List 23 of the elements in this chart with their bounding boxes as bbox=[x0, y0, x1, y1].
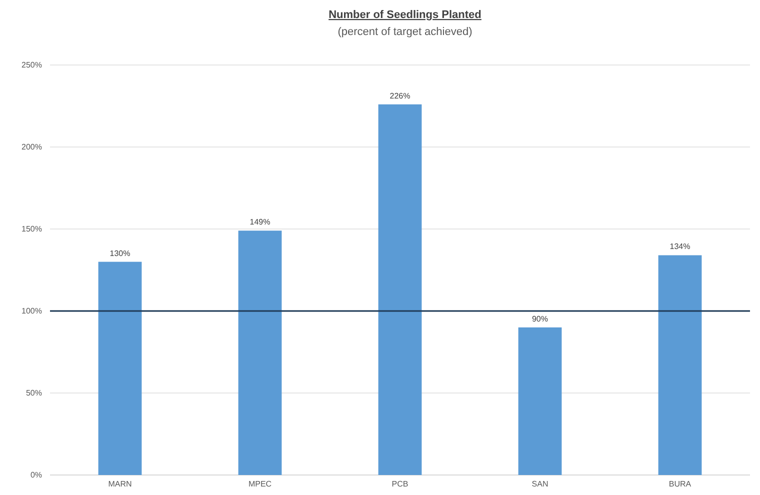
x-tick-label: MPEC bbox=[248, 480, 272, 489]
x-tick-label: PCB bbox=[392, 480, 408, 489]
y-tick-label: 200% bbox=[22, 142, 42, 152]
x-tick-label: BURA bbox=[668, 480, 692, 489]
data-label: 130% bbox=[110, 248, 130, 258]
x-tick-label: MARN bbox=[108, 480, 132, 489]
bar bbox=[658, 255, 702, 475]
y-tick-label: 150% bbox=[22, 224, 42, 234]
data-label: 149% bbox=[250, 218, 270, 227]
y-tick-label: 50% bbox=[26, 388, 42, 398]
x-tick-label: SAN bbox=[532, 480, 548, 489]
data-label: 134% bbox=[670, 242, 690, 252]
bar bbox=[238, 230, 282, 475]
chart-title: Number of Seedlings Planted bbox=[328, 9, 482, 21]
bar bbox=[98, 262, 142, 475]
y-tick-label: 0% bbox=[30, 470, 42, 480]
chart-subtitle: (percent of target achieved) bbox=[338, 26, 472, 38]
y-tick-label: 100% bbox=[22, 306, 42, 316]
bar bbox=[518, 327, 562, 475]
y-tick-label: 250% bbox=[22, 60, 42, 70]
data-label: 90% bbox=[532, 314, 548, 324]
data-label: 226% bbox=[390, 91, 410, 100]
bar bbox=[378, 104, 422, 475]
